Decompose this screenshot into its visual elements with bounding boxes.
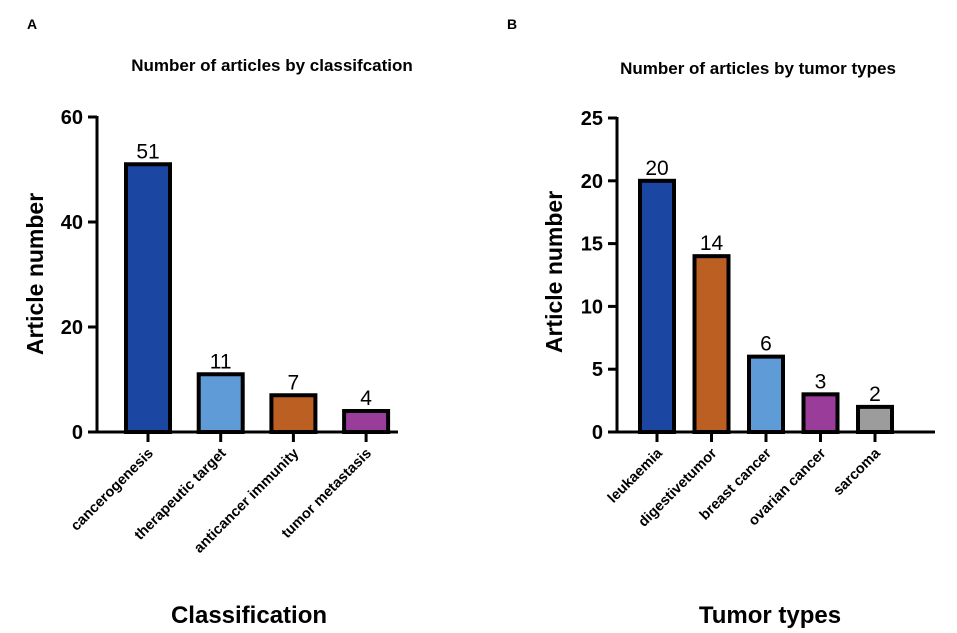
panel-a: A Number of articles by classifcation Ar… xyxy=(22,16,413,629)
panel-b-label: B xyxy=(507,16,517,32)
panel-b-bar-0 xyxy=(638,178,676,434)
panel-b: B Number of articles by tumor types Arti… xyxy=(507,16,935,629)
panel-b-data-label-1: 14 xyxy=(700,232,724,255)
panel-a-y-tick-label: 60 xyxy=(61,107,83,129)
panel-b-data-label-3: 3 xyxy=(815,370,827,393)
panel-a-data-label-2: 7 xyxy=(288,371,300,394)
panel-a-y-tick-label: 0 xyxy=(72,422,83,444)
panel-b-plot: 051015202520leukaemia14digestivetumor6br… xyxy=(581,108,935,530)
panel-a-data-label-0: 51 xyxy=(136,140,159,163)
panel-a-label: A xyxy=(27,16,37,32)
panel-b-bar-1 xyxy=(692,254,731,434)
panel-b-title: Number of articles by tumor types xyxy=(620,59,896,78)
panel-b-y-axis-label: Article number xyxy=(541,191,567,353)
panel-b-y-tick-label: 15 xyxy=(581,234,603,256)
panel-a-bar-1 xyxy=(196,372,245,434)
panel-a-bar-3 xyxy=(342,409,391,434)
panel-b-y-tick-label: 5 xyxy=(592,359,603,381)
panel-b-bar-3 xyxy=(801,392,840,435)
panel-b-bar-2 xyxy=(747,354,785,435)
panel-a-y-axis-label: Article number xyxy=(22,193,48,355)
panel-b-data-label-2: 6 xyxy=(760,333,772,356)
panel-a-y-tick-label: 20 xyxy=(61,317,83,339)
panel-b-data-label-0: 20 xyxy=(645,157,668,180)
panel-b-y-tick-label: 0 xyxy=(592,422,603,444)
panel-b-bar-4 xyxy=(856,404,894,435)
panel-a-bar-0 xyxy=(124,162,172,434)
panel-a-data-label-1: 11 xyxy=(210,350,232,373)
panel-b-y-tick-label: 20 xyxy=(581,171,603,193)
panel-b-data-label-4: 2 xyxy=(869,383,881,406)
panel-a-y-tick-label: 40 xyxy=(61,212,83,234)
panel-a-title: Number of articles by classifcation xyxy=(131,56,413,75)
panel-b-x-axis-label: Tumor types xyxy=(699,602,841,629)
panel-a-x-axis-label: Classification xyxy=(171,602,327,629)
panel-a-data-label-3: 4 xyxy=(360,387,372,410)
panel-b-y-tick-label: 25 xyxy=(581,108,603,130)
panel-a-bar-2 xyxy=(269,393,318,434)
panel-b-category-label-4: sarcoma xyxy=(830,445,884,499)
panel-b-y-tick-label: 10 xyxy=(581,296,603,318)
